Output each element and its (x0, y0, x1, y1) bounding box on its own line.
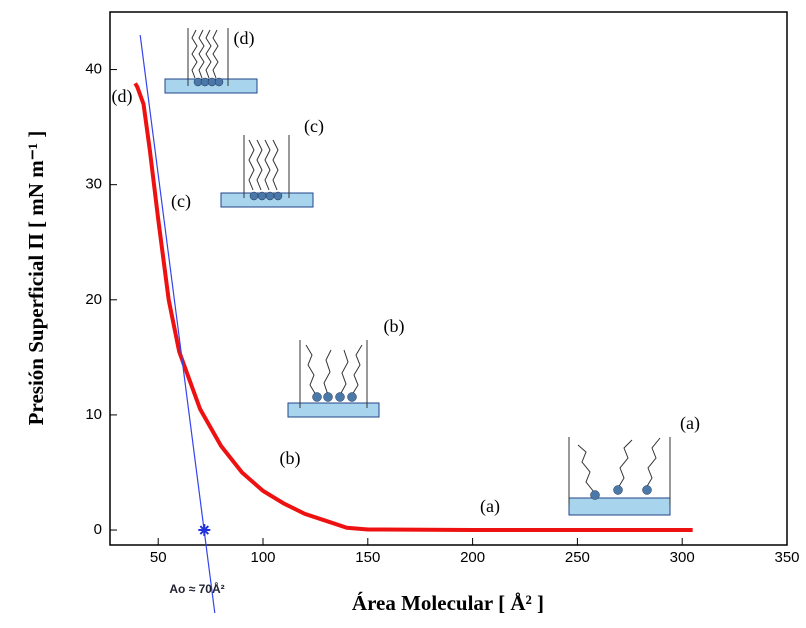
diagram-a (568, 437, 671, 516)
x-tick-label: 200 (460, 549, 485, 566)
y-tick-label: 20 (85, 291, 102, 308)
annotation: (d) (112, 86, 133, 107)
series-line (133, 82, 693, 533)
x-tick-label: 300 (670, 549, 695, 566)
annotation: (a) (480, 496, 500, 517)
x-tick-label: 150 (355, 549, 380, 566)
diagram-c (220, 135, 314, 208)
x-tick-label: 100 (250, 549, 275, 566)
x-tick-label: 50 (150, 549, 167, 566)
diagram-d (164, 28, 258, 94)
y-tick-label: 10 (85, 406, 102, 423)
y-tick-label: 30 (85, 176, 102, 193)
diagram-b (287, 340, 380, 418)
annotation: (b) (384, 316, 405, 337)
x-tick-label: 350 (774, 549, 799, 566)
annotation: (b) (280, 448, 301, 469)
annotation: (a) (680, 413, 700, 434)
y-axis-title: Presión Superficial Π [ mN m⁻¹ ] (24, 131, 48, 426)
x-tick-label: 250 (565, 549, 590, 566)
x-axis-title: Área Molecular [ Å² ] (352, 591, 544, 615)
annotation: (c) (171, 191, 191, 212)
plot-frame (109, 11, 788, 546)
marker-label: Ao ≈ 70Å² (169, 581, 224, 596)
y-tick-label: 0 (94, 521, 102, 538)
annotation: (c) (304, 116, 324, 137)
annotation: (d) (234, 28, 255, 49)
y-tick-label: 40 (85, 61, 102, 78)
series-line (139, 34, 216, 613)
marker-star (198, 524, 211, 537)
